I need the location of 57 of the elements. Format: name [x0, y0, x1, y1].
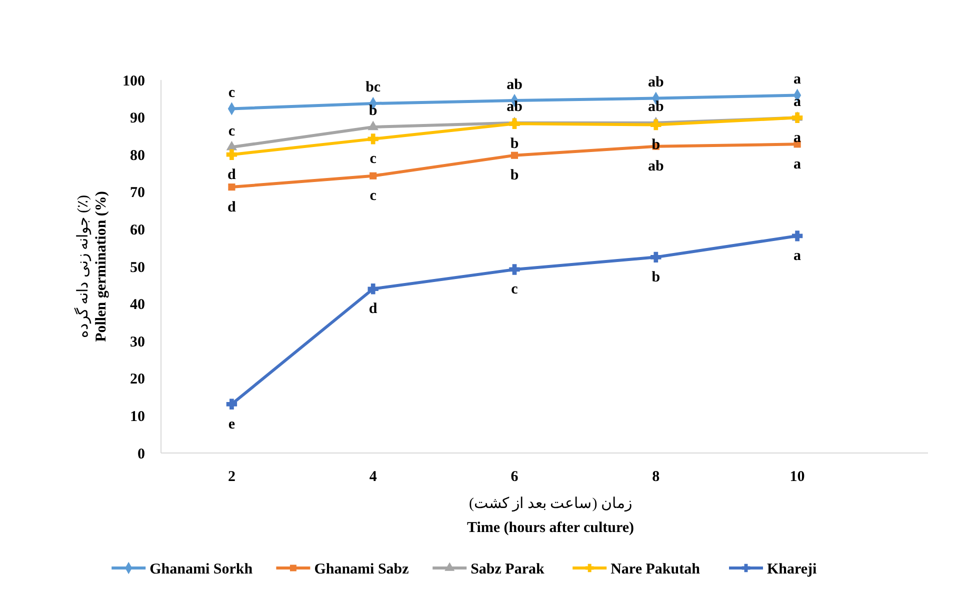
- legend-label: Nare Pakutah: [610, 561, 701, 578]
- annotation: ab: [648, 99, 664, 116]
- annotation: ab: [506, 99, 522, 116]
- annotation: b: [368, 103, 378, 120]
- point: [368, 134, 378, 144]
- annotation: ab: [648, 74, 664, 91]
- annotation: ab: [648, 158, 664, 175]
- annotation: d: [368, 301, 378, 318]
- point: [228, 184, 236, 191]
- y-tick-label: 20: [130, 372, 145, 388]
- annotation: d: [228, 199, 237, 216]
- y-tick-label: 100: [122, 73, 145, 90]
- y-tick-label: 70: [130, 185, 145, 202]
- y-tick-label: 0: [138, 446, 145, 462]
- x-tick-label: 2: [228, 469, 236, 485]
- y-tick-label: 50: [130, 260, 145, 276]
- point: [509, 264, 520, 275]
- point: [509, 118, 520, 129]
- annotation: a: [794, 156, 802, 172]
- annotation: c: [370, 188, 377, 204]
- annotation: a: [794, 72, 802, 88]
- annotation: c: [370, 151, 377, 168]
- x-tick-label: 8: [652, 469, 660, 485]
- y-tick-label: 40: [130, 297, 145, 314]
- point: [370, 172, 377, 180]
- point: [226, 149, 238, 160]
- annotation: d: [228, 166, 237, 183]
- legend-label: Khareji: [767, 561, 817, 578]
- y-tick-label: 60: [130, 222, 145, 238]
- legend-label: Sabz Parak: [470, 561, 546, 578]
- annotation: b: [510, 136, 519, 152]
- point: [510, 152, 518, 159]
- legend-label: Ghanami Sabz: [314, 561, 410, 578]
- annotation: ab: [506, 76, 522, 93]
- annotation: a: [794, 94, 802, 110]
- point: [792, 112, 803, 124]
- x-tick-label: 4: [369, 469, 378, 485]
- y-tick-label: 10: [130, 408, 145, 425]
- point: [792, 230, 803, 242]
- annotation: b: [652, 269, 660, 286]
- annotation: c: [511, 282, 518, 298]
- x-tick-label: 10: [790, 469, 805, 485]
- point: [650, 252, 662, 263]
- y-tick-label: 80: [130, 148, 145, 164]
- annotation: e: [228, 416, 236, 432]
- annotation: c: [228, 123, 236, 140]
- y-tick-label: 30: [130, 334, 145, 350]
- annotation: bc: [366, 80, 381, 96]
- annotation: c: [228, 84, 236, 101]
- x-tick-label: 6: [510, 469, 519, 485]
- legend-label: Ghanami Sorkh: [150, 561, 254, 578]
- point: [368, 284, 378, 294]
- point: [368, 120, 378, 130]
- point: [226, 398, 238, 410]
- y-tick-label: 90: [130, 110, 145, 127]
- annotation: a: [794, 248, 802, 264]
- annotation: b: [510, 168, 519, 184]
